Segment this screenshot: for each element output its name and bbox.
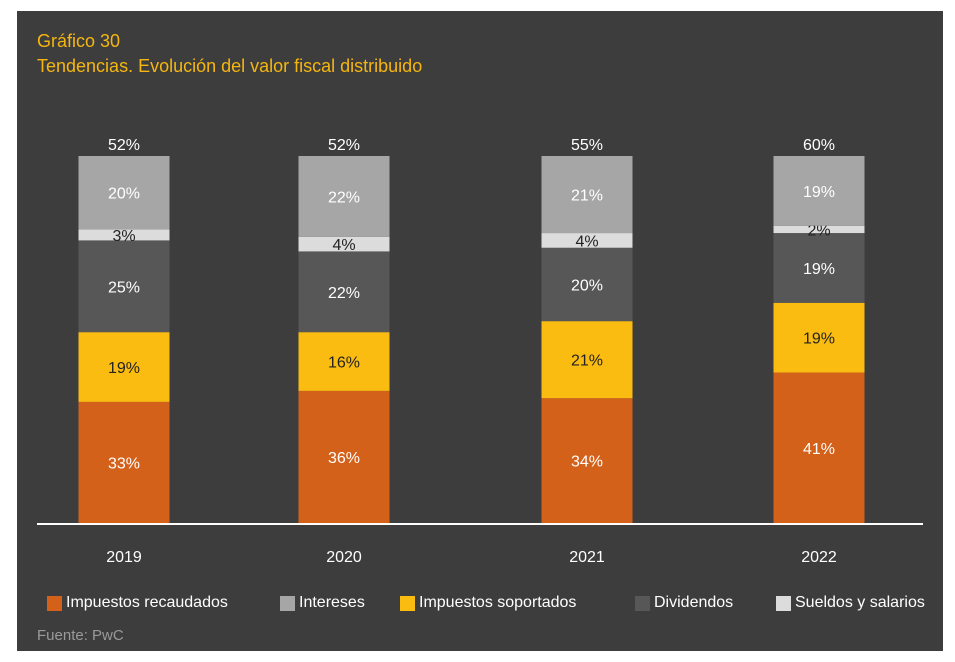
bar-segment-intereses-2021 bbox=[541, 156, 633, 234]
x-tick-label-2021: 2021 bbox=[569, 549, 605, 566]
bar-segment-impuestos-recaudados-2019 bbox=[78, 401, 170, 523]
data-label-intereses-2019: 20% bbox=[108, 186, 140, 203]
data-label-impuestos-recaudados-2022: 41% bbox=[803, 441, 835, 458]
data-label-dividendos-2022: 19% bbox=[803, 261, 835, 278]
bar-segment-impuestos-soportados-2020 bbox=[298, 332, 390, 391]
bar-segment-dividendos-2022 bbox=[773, 233, 865, 303]
total-label-2020: 52% bbox=[328, 137, 360, 154]
data-label-impuestos-soportados-2020: 16% bbox=[328, 355, 360, 372]
bar-segment-sueldos-y-salarios-2021 bbox=[541, 233, 633, 248]
data-label-dividendos-2019: 25% bbox=[108, 279, 140, 296]
data-label-intereses-2022: 19% bbox=[803, 184, 835, 201]
bar-segment-sueldos-y-salarios-2022 bbox=[773, 225, 865, 234]
data-label-sueldos-y-salarios-2020: 4% bbox=[332, 237, 355, 254]
x-tick-label-2019: 2019 bbox=[106, 549, 142, 566]
x-tick-label-2022: 2022 bbox=[801, 549, 837, 566]
total-label-2019: 52% bbox=[108, 137, 140, 154]
data-label-dividendos-2020: 22% bbox=[328, 285, 360, 302]
data-label-impuestos-recaudados-2020: 36% bbox=[328, 450, 360, 467]
bar-segment-impuestos-soportados-2021 bbox=[541, 321, 633, 399]
data-label-sueldos-y-salarios-2021: 4% bbox=[575, 233, 598, 250]
bar-segment-intereses-2022 bbox=[773, 156, 865, 226]
data-label-impuestos-recaudados-2021: 34% bbox=[571, 454, 603, 471]
data-label-impuestos-soportados-2022: 19% bbox=[803, 331, 835, 348]
chart-source: Fuente: PwC bbox=[37, 627, 124, 644]
total-label-2022: 60% bbox=[803, 137, 835, 154]
bar-segment-intereses-2019 bbox=[78, 156, 170, 230]
bar-segment-dividendos-2019 bbox=[78, 240, 170, 333]
data-label-sueldos-y-salarios-2022: 2% bbox=[807, 222, 830, 239]
data-label-intereses-2021: 21% bbox=[571, 188, 603, 205]
data-label-impuestos-soportados-2019: 19% bbox=[108, 360, 140, 377]
data-label-sueldos-y-salarios-2019: 3% bbox=[112, 228, 135, 245]
bar-segment-dividendos-2021 bbox=[541, 247, 633, 322]
x-tick-label-2020: 2020 bbox=[326, 549, 362, 566]
chart-subtitle: Tendencias. Evolución del valor fiscal d… bbox=[37, 56, 423, 76]
bar-segment-intereses-2020 bbox=[298, 156, 390, 237]
data-label-impuestos-soportados-2021: 21% bbox=[571, 353, 603, 370]
data-label-dividendos-2021: 20% bbox=[571, 277, 603, 294]
bar-segment-sueldos-y-salarios-2019 bbox=[78, 229, 170, 241]
bar-segment-impuestos-soportados-2019 bbox=[78, 332, 170, 402]
chart-title: Gráfico 30 bbox=[37, 31, 121, 51]
bar-segment-impuestos-recaudados-2022 bbox=[773, 372, 865, 523]
data-label-intereses-2020: 22% bbox=[328, 189, 360, 206]
bar-segment-impuestos-recaudados-2020 bbox=[298, 390, 390, 523]
total-label-2021: 55% bbox=[571, 137, 603, 154]
bar-segment-impuestos-recaudados-2021 bbox=[541, 398, 633, 523]
bar-segment-impuestos-soportados-2022 bbox=[773, 302, 865, 373]
bar-segment-dividendos-2020 bbox=[298, 251, 390, 333]
bar-segment-sueldos-y-salarios-2020 bbox=[298, 236, 390, 252]
data-label-impuestos-recaudados-2019: 33% bbox=[108, 455, 140, 472]
